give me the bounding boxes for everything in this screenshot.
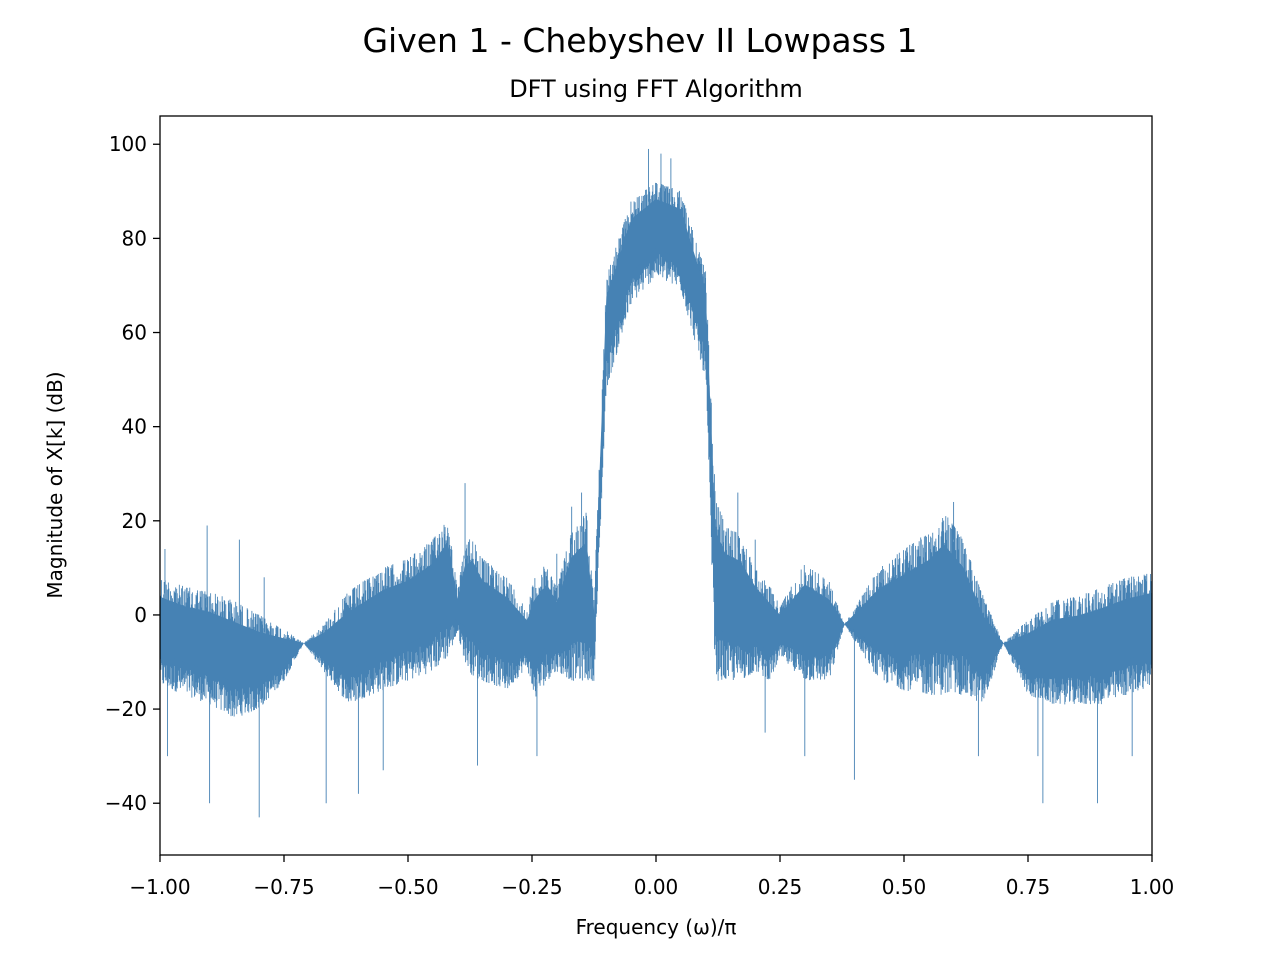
- series-layer: [160, 148, 1152, 818]
- spectrum-core: [160, 198, 1152, 684]
- y-tick-label: 100: [109, 132, 147, 156]
- x-tick-label: 0.75: [1006, 875, 1051, 899]
- x-tick-label: 0.00: [634, 875, 679, 899]
- y-axis: −40 −20 0 20 40 60 80 100: [105, 132, 160, 815]
- y-axis-label: Magnitude of X[k] (dB): [43, 371, 67, 598]
- x-tick-label: −0.25: [501, 875, 562, 899]
- x-tick-label: −0.75: [253, 875, 314, 899]
- x-axis-label: Frequency (ω)/π: [576, 915, 737, 939]
- x-tick-label: 0.25: [758, 875, 803, 899]
- x-tick-label: −1.00: [129, 875, 190, 899]
- y-tick-label: 0: [134, 603, 147, 627]
- x-axis: −1.00 −0.75 −0.50 −0.25 0.00 0.25 0.50 0.75 1.00: [129, 855, 1174, 899]
- y-tick-label: 80: [122, 226, 147, 250]
- x-tick-label: 0.50: [882, 875, 927, 899]
- y-tick-label: 20: [122, 509, 147, 533]
- x-tick-label: 1.00: [1130, 875, 1175, 899]
- y-tick-label: 40: [122, 415, 147, 439]
- y-tick-label: −20: [105, 697, 147, 721]
- y-tick-label: −40: [105, 791, 147, 815]
- x-tick-label: −0.50: [377, 875, 438, 899]
- chart-title: Given 1 - Chebyshev II Lowpass 1: [362, 21, 917, 60]
- y-tick-label: 60: [122, 321, 147, 345]
- chart-subtitle: DFT using FFT Algorithm: [509, 75, 803, 103]
